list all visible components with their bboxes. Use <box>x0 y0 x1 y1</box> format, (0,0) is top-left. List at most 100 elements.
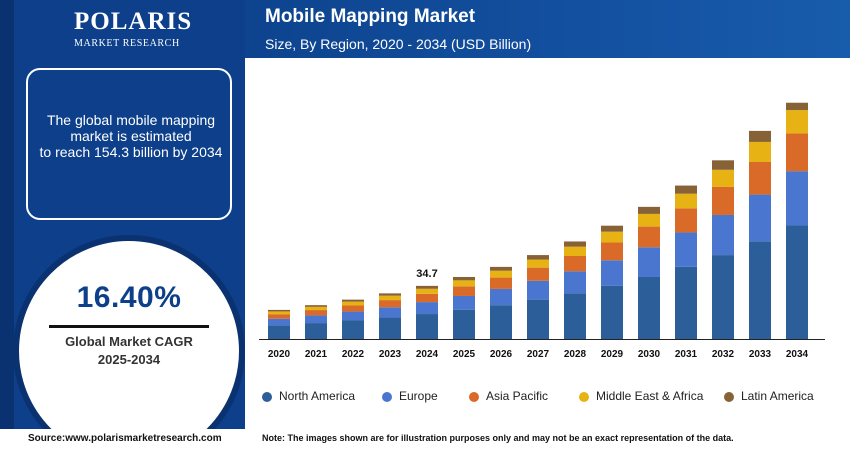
cagr-divider <box>49 325 209 328</box>
bar-segment-north-america-2032 <box>712 255 734 339</box>
bar-segment-europe-2029 <box>601 260 623 286</box>
bar-segment-middle-east-africa-2021 <box>305 306 327 311</box>
bar-segment-europe-2032 <box>712 214 734 256</box>
bar-segment-europe-2031 <box>675 232 697 267</box>
bar-segment-middle-east-africa-2026 <box>490 270 512 278</box>
legend-label: Europe <box>399 389 438 403</box>
bar-segment-latin-america-2027 <box>527 255 549 260</box>
bar-segment-latin-america-2029 <box>601 225 623 232</box>
footer-band <box>0 429 850 451</box>
bar-segment-europe-2023 <box>379 307 401 318</box>
bar-segment-middle-east-africa-2024 <box>416 288 438 294</box>
cagr-value: 16.40% <box>76 281 182 314</box>
info-line: to reach 154.3 billion by 2034 <box>39 144 223 160</box>
x-tick-label: 2031 <box>675 349 698 360</box>
bar-segment-latin-america-2028 <box>564 241 586 247</box>
bar-segment-europe-2022 <box>342 311 364 321</box>
x-tick-label: 2034 <box>786 349 809 360</box>
bar-segment-latin-america-2033 <box>749 130 771 142</box>
bar-segment-europe-2020 <box>268 318 290 326</box>
bar-segment-middle-east-africa-2031 <box>675 193 697 209</box>
bar-segment-asia-pacific-2032 <box>712 186 734 215</box>
bar-segment-europe-2024 <box>416 302 438 315</box>
bar-segment-latin-america-2024 <box>416 285 438 289</box>
bar-segment-asia-pacific-2031 <box>675 208 697 233</box>
bar-segment-asia-pacific-2024 <box>416 293 438 303</box>
bar-segment-north-america-2033 <box>749 241 771 339</box>
bar-segment-middle-east-africa-2029 <box>601 231 623 243</box>
bar-segment-asia-pacific-2033 <box>749 161 771 195</box>
legend-swatch <box>579 392 589 402</box>
legend-swatch <box>262 392 272 402</box>
logo-subtitle: MARKET RESEARCH <box>74 38 180 49</box>
bar-segment-north-america-2021 <box>305 323 327 339</box>
chart-subtitle: Size, By Region, 2020 - 2034 (USD Billio… <box>265 36 532 52</box>
bar-segment-asia-pacific-2028 <box>564 256 586 272</box>
bar-segment-north-america-2020 <box>268 325 290 339</box>
bar-segment-latin-america-2021 <box>305 305 327 307</box>
bar-segment-middle-east-africa-2028 <box>564 246 586 257</box>
legend-label: Middle East & Africa <box>596 389 704 403</box>
bar-segment-europe-2027 <box>527 280 549 300</box>
bar-segment-latin-america-2032 <box>712 160 734 170</box>
bar-segment-latin-america-2034 <box>786 102 808 111</box>
bar-segment-latin-america-2026 <box>490 266 512 271</box>
bar-segment-north-america-2028 <box>564 293 586 339</box>
bar-segment-europe-2021 <box>305 315 327 324</box>
bar-segment-europe-2028 <box>564 271 586 294</box>
bar-segment-north-america-2027 <box>527 299 549 339</box>
left-panel: POLARIS MARKET RESEARCH The global mobil… <box>0 0 245 451</box>
bar-segment-north-america-2023 <box>379 317 401 339</box>
bar-segment-middle-east-africa-2030 <box>638 213 660 227</box>
info-box: The global mobile mapping market is esti… <box>26 68 232 220</box>
bar-segment-middle-east-africa-2025 <box>453 280 475 287</box>
info-line: The global mobile mapping <box>46 112 216 128</box>
x-tick-label: 2026 <box>490 349 513 360</box>
x-tick-label: 2030 <box>638 349 661 360</box>
legend-label: Latin America <box>741 389 814 403</box>
bar-segment-north-america-2034 <box>786 225 808 339</box>
bar-segment-latin-america-2023 <box>379 293 401 296</box>
bar-segment-asia-pacific-2021 <box>305 310 327 316</box>
bar-segment-middle-east-africa-2034 <box>786 110 808 134</box>
disclaimer-note: Note: The images shown are for illustrat… <box>262 433 734 443</box>
legend-swatch <box>724 392 734 402</box>
bar-segment-middle-east-africa-2033 <box>749 141 771 162</box>
bar-segment-asia-pacific-2026 <box>490 277 512 289</box>
x-tick-label: 2021 <box>305 349 328 360</box>
bar-segment-north-america-2024 <box>416 314 438 339</box>
legend-label: North America <box>279 389 356 403</box>
bar-segment-europe-2030 <box>638 247 660 277</box>
bar-segment-middle-east-africa-2022 <box>342 301 364 306</box>
left-panel-stripe <box>0 0 14 451</box>
logo-wordmark: POLARIS <box>74 8 193 35</box>
cagr-circle: 16.40% Global Market CAGR 2025-2034 <box>13 235 245 451</box>
bar-segment-europe-2033 <box>749 194 771 242</box>
bar-segment-asia-pacific-2023 <box>379 300 401 308</box>
bar-segment-middle-east-africa-2027 <box>527 259 549 268</box>
x-tick-label: 2025 <box>453 349 476 360</box>
bar-segment-north-america-2031 <box>675 266 697 339</box>
info-text: The global mobile mapping market is esti… <box>28 112 234 160</box>
cagr-label: Global Market CAGR 2025-2034 <box>19 333 239 369</box>
bar-segment-latin-america-2030 <box>638 206 660 214</box>
bar-segment-europe-2025 <box>453 295 475 310</box>
x-tick-label: 2028 <box>564 349 587 360</box>
bar-segment-asia-pacific-2020 <box>268 314 290 319</box>
bar-segment-north-america-2022 <box>342 320 364 339</box>
x-tick-label: 2020 <box>268 349 291 360</box>
source-credit: Source:www.polarismarketresearch.com <box>28 433 222 444</box>
bar-segment-europe-2026 <box>490 288 512 306</box>
legend-label: Asia Pacific <box>486 389 549 403</box>
bar-segment-latin-america-2022 <box>342 299 364 302</box>
x-tick-label: 2027 <box>527 349 550 360</box>
x-tick-label: 2032 <box>712 349 735 360</box>
x-tick-label: 2029 <box>601 349 624 360</box>
legend-swatch <box>469 392 479 402</box>
chart-svg: 2020 2021 2022 2023 2024 34.7 2025 2026 2027 2028… <box>259 102 825 360</box>
chart-title: Mobile Mapping Market <box>265 6 476 27</box>
bar-segment-latin-america-2020 <box>268 309 290 312</box>
legend-swatch <box>382 392 392 402</box>
bar-segment-middle-east-africa-2020 <box>268 311 290 315</box>
stacked-bar-chart: 2020 2021 2022 2023 2024 34.7 2025 2026 2027 2028… <box>245 58 850 430</box>
